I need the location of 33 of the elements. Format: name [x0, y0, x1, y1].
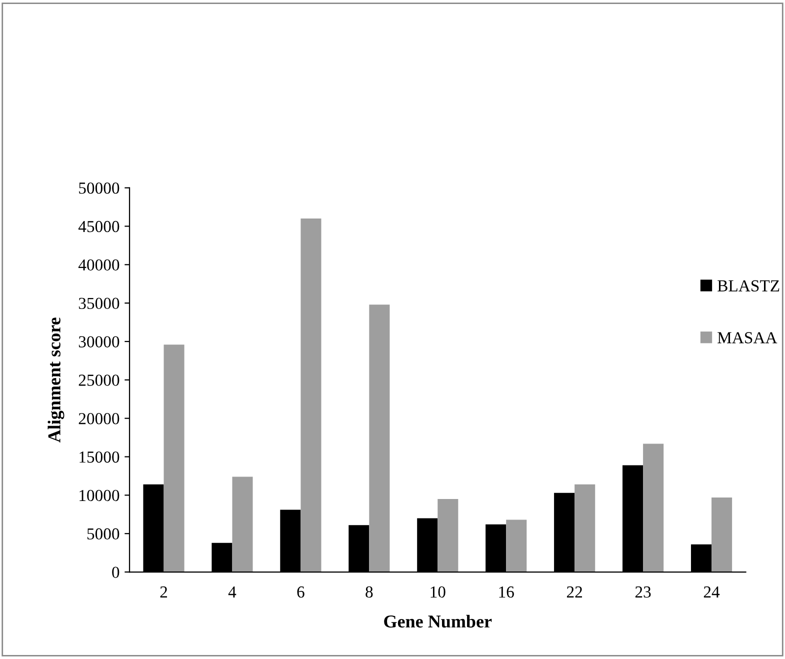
y-axis-title: Alignment score: [48, 318, 64, 443]
y-tick-label: 45000: [78, 220, 120, 232]
bar: [574, 484, 596, 572]
x-tick-label: 16: [499, 586, 514, 598]
x-tick-label: 2: [160, 586, 168, 598]
bar: [643, 444, 664, 572]
x-tick-label: 8: [366, 586, 373, 598]
bar: [164, 344, 184, 572]
x-tick-label: 6: [297, 586, 304, 598]
y-tick-label: 40000: [78, 259, 120, 271]
y-tick-label: 20000: [78, 413, 120, 424]
bar: [506, 520, 527, 572]
legend-label: BLASTZ: [718, 280, 780, 292]
y-tick-label: 30000: [78, 336, 120, 348]
y-tick-label: 5000: [87, 528, 120, 540]
x-tick-label: 24: [704, 586, 720, 598]
y-tick-label: 35000: [78, 298, 120, 310]
bar: [300, 218, 322, 572]
x-tick-label: 23: [635, 586, 651, 598]
x-axis-title: Gene Number: [384, 614, 492, 628]
bar: [438, 499, 458, 572]
bar: [232, 476, 253, 572]
x-tick-label: 4: [228, 586, 236, 598]
bar: [712, 497, 732, 572]
y-tick-label: 50000: [79, 182, 120, 194]
x-tick-label: 22: [566, 586, 582, 598]
y-tick-label: 0: [112, 566, 120, 578]
y-tick-label: 25000: [78, 374, 120, 386]
bar: [369, 304, 390, 572]
legend-label: MASAA: [718, 332, 778, 344]
x-tick-label: 10: [430, 586, 446, 598]
y-tick-label: 10000: [80, 490, 120, 502]
y-tick-label: 15000: [80, 451, 120, 463]
